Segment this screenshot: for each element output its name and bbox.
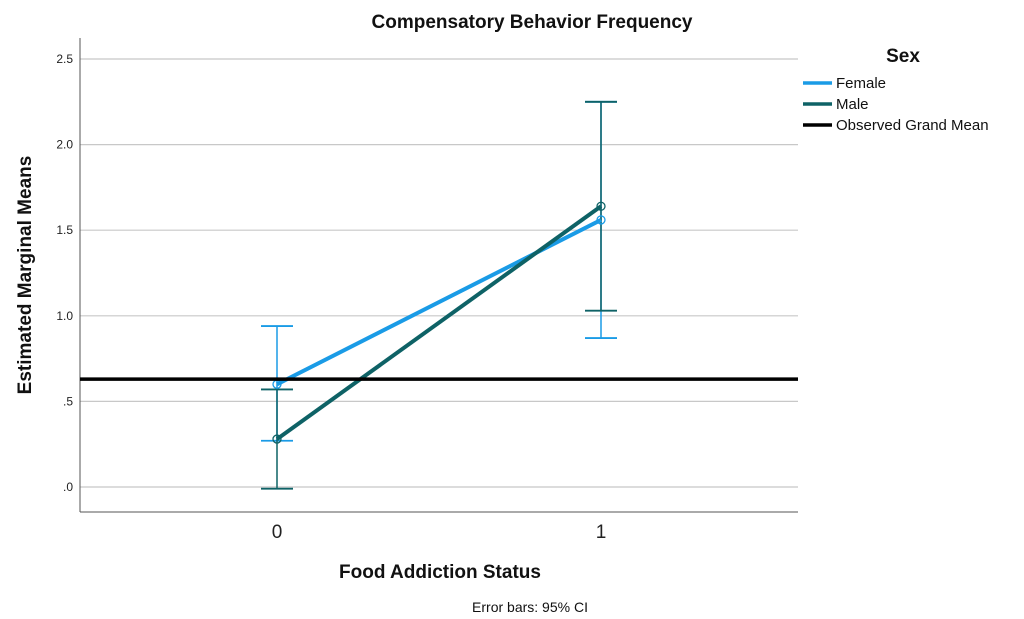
legend-title: Sex bbox=[886, 46, 920, 67]
x-tick-label: 0 bbox=[272, 522, 283, 543]
y-tick-label: 1.0 bbox=[56, 309, 73, 323]
x-axis-title: Food Addiction Status bbox=[339, 562, 541, 583]
y-tick-label: 2.0 bbox=[56, 138, 73, 152]
data-point-female bbox=[596, 215, 606, 225]
y-tick-label: 2.5 bbox=[56, 52, 73, 66]
gridlines bbox=[80, 58, 798, 488]
y-tick-label: .5 bbox=[63, 394, 73, 408]
legend-label: Observed Grand Mean bbox=[836, 117, 989, 134]
data-point-male bbox=[272, 434, 282, 444]
series-line-male bbox=[275, 204, 603, 441]
x-tick-label: 1 bbox=[596, 522, 607, 543]
y-tick-labels: .0 .5 1.0 1.5 2.0 2.5 bbox=[56, 52, 73, 494]
y-tick-label: .0 bbox=[63, 480, 73, 494]
legend: Sex Female Male Observed Grand Mean bbox=[803, 46, 989, 134]
legend-label: Female bbox=[836, 75, 886, 92]
legend-label: Male bbox=[836, 96, 869, 113]
data-point-male bbox=[596, 201, 606, 211]
chart-title: Compensatory Behavior Frequency bbox=[372, 12, 693, 33]
axes bbox=[79, 38, 798, 513]
series-line-female bbox=[276, 218, 602, 387]
y-axis-title: Estimated Marginal Means bbox=[15, 156, 36, 395]
error-bar-note: Error bars: 95% CI bbox=[472, 599, 588, 615]
y-tick-label: 1.5 bbox=[56, 223, 73, 237]
series-group bbox=[261, 100, 617, 490]
